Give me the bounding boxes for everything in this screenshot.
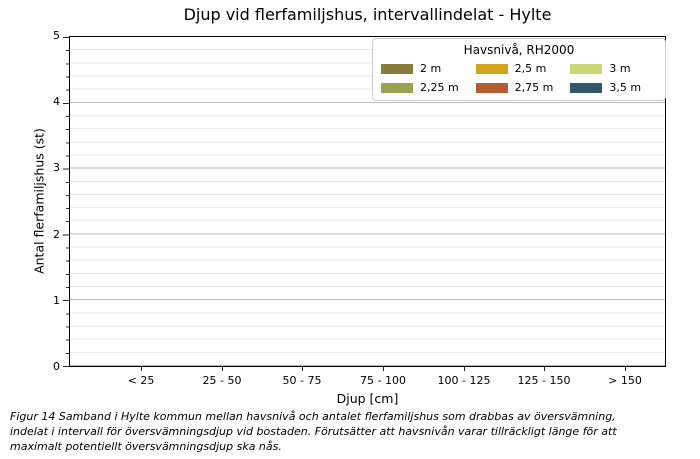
x-tick-mark (544, 367, 545, 371)
legend-label: 2,75 m (514, 81, 554, 94)
x-tick-label: 25 - 50 (202, 374, 242, 387)
legend-swatch-icon (570, 63, 603, 74)
legend-entry: 2 m (381, 62, 468, 75)
x-tick-label: < 25 (127, 374, 155, 387)
legend-entries: 2 m 2,25 m 2,5 m 2,75 m 3 m 3,5 m (381, 62, 657, 94)
x-tick-mark (464, 367, 465, 371)
x-tick-label: 50 - 75 (282, 374, 322, 387)
x-axis-label: Djup [cm] (336, 391, 399, 406)
legend-title: Havsnivå, RH2000 (463, 43, 575, 57)
y-tick-label: 1 (53, 293, 60, 307)
legend-entry: 3,5 m (570, 81, 657, 94)
x-tick-mark (141, 367, 142, 371)
caption-line: indelat i intervall för översvämningsdju… (10, 425, 617, 438)
x-tick-label: > 150 (608, 374, 642, 387)
legend-label: 3,5 m (609, 81, 642, 94)
legend-swatch-icon (475, 63, 508, 74)
x-tick-mark (222, 367, 223, 371)
y-axis-label: Antal flerfamiljshus (st) (31, 128, 47, 274)
figure-caption: Figur 14 Samband i Hylte kommun mellan h… (10, 409, 617, 454)
x-tick-mark (302, 367, 303, 371)
legend-label: 2,25 m (420, 81, 459, 94)
legend-swatch-icon (381, 63, 413, 74)
legend: Havsnivå, RH2000 2 m 2,25 m 2,5 m 2,75 m… (372, 38, 666, 101)
x-tick-mark (383, 367, 384, 371)
y-axis-minor-ticks (66, 36, 69, 367)
legend-entry: 3 m (570, 62, 657, 75)
legend-swatch-icon (381, 82, 413, 93)
legend-label: 2 m (420, 62, 442, 75)
x-tick-label: 100 - 125 (437, 374, 491, 387)
y-tick-label: 3 (53, 161, 60, 175)
caption-line: maximalt potentiellt översvämningsdjup s… (10, 440, 282, 453)
legend-entry: 2,25 m (381, 81, 468, 94)
legend-entry: 2,5 m (475, 62, 563, 75)
y-tick-label: 4 (53, 95, 60, 109)
legend-label: 2,5 m (514, 62, 547, 75)
legend-entry: 2,75 m (475, 81, 563, 94)
y-tick-label: 5 (53, 29, 60, 42)
y-tick-label: 2 (53, 227, 60, 241)
y-tick-label: 0 (53, 360, 60, 373)
legend-swatch-icon (475, 82, 508, 93)
legend-label: 3 m (609, 62, 631, 75)
chart-title: Djup vid flerfamiljshus, intervallindela… (183, 5, 552, 24)
x-tick-mark (625, 367, 626, 371)
x-tick-label: 125 - 150 (517, 374, 571, 387)
caption-line: Figur 14 Samband i Hylte kommun mellan h… (10, 410, 616, 423)
legend-swatch-icon (570, 82, 603, 93)
x-tick-label: 75 - 100 (360, 374, 406, 387)
